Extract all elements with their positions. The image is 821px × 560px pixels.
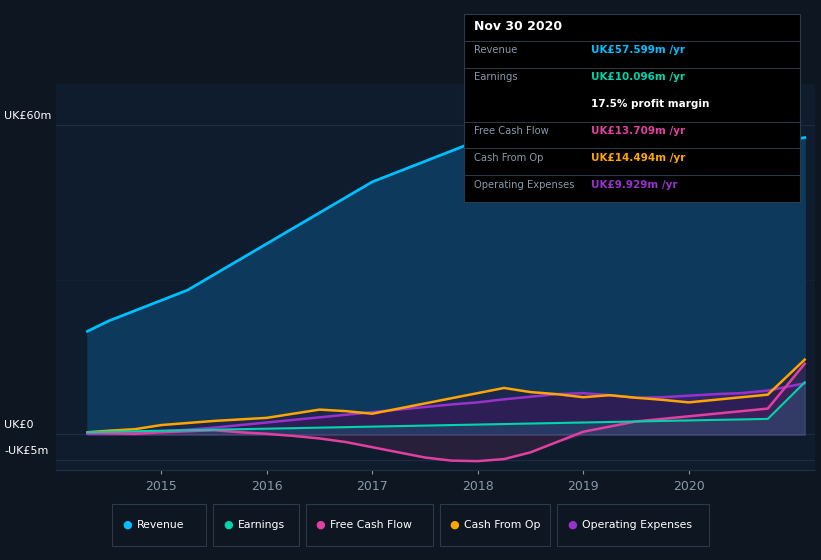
Text: Cash From Op: Cash From Op: [465, 520, 541, 530]
Text: UK£9.929m /yr: UK£9.929m /yr: [591, 180, 677, 190]
Text: Revenue: Revenue: [136, 520, 184, 530]
Text: Nov 30 2020: Nov 30 2020: [474, 20, 562, 32]
Text: UK£10.096m /yr: UK£10.096m /yr: [591, 72, 685, 82]
Text: ●: ●: [122, 520, 131, 530]
Text: ●: ●: [222, 520, 232, 530]
Text: UK£14.494m /yr: UK£14.494m /yr: [591, 153, 686, 163]
Text: UK£60m: UK£60m: [4, 111, 52, 121]
Text: UK£57.599m /yr: UK£57.599m /yr: [591, 45, 685, 55]
Text: ●: ●: [315, 520, 325, 530]
Text: Free Cash Flow: Free Cash Flow: [474, 126, 548, 136]
Text: Free Cash Flow: Free Cash Flow: [330, 520, 412, 530]
Text: ●: ●: [450, 520, 459, 530]
Text: Operating Expenses: Operating Expenses: [474, 180, 574, 190]
Text: 17.5% profit margin: 17.5% profit margin: [591, 99, 709, 109]
Text: Cash From Op: Cash From Op: [474, 153, 544, 163]
Text: Operating Expenses: Operating Expenses: [582, 520, 691, 530]
Text: Earnings: Earnings: [474, 72, 517, 82]
Text: Revenue: Revenue: [474, 45, 517, 55]
Text: UK£13.709m /yr: UK£13.709m /yr: [591, 126, 686, 136]
Text: UK£0: UK£0: [4, 420, 34, 430]
Text: Earnings: Earnings: [238, 520, 285, 530]
Text: -UK£5m: -UK£5m: [4, 446, 48, 456]
Text: ●: ●: [567, 520, 576, 530]
